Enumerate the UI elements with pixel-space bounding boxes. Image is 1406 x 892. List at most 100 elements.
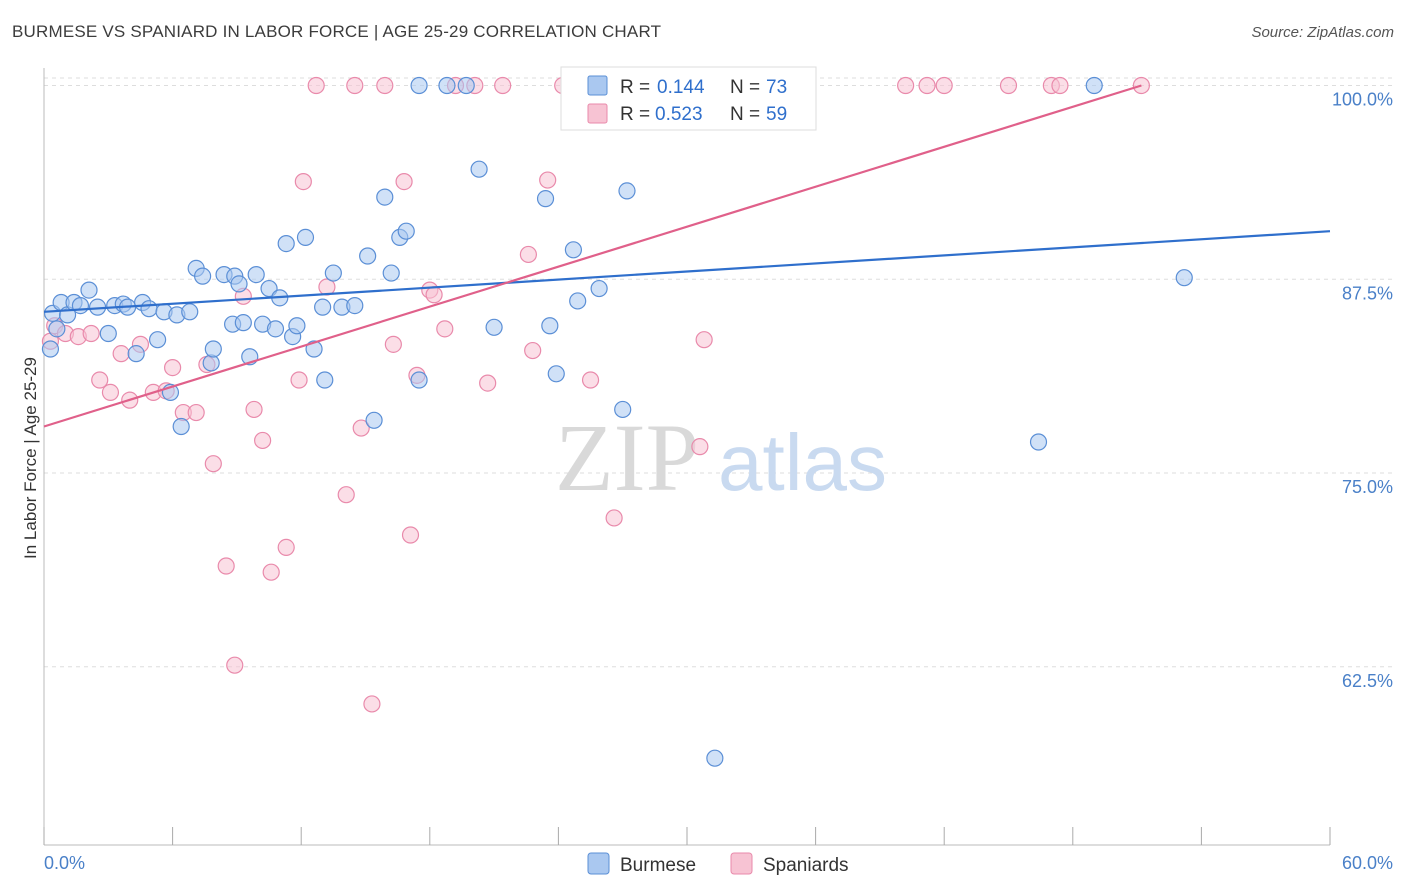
x-tick-label-0: 0.0% xyxy=(44,853,85,873)
series-legend-label-burmese: Burmese xyxy=(620,855,696,876)
spaniards-point-46 xyxy=(539,171,557,189)
burmese-point-43 xyxy=(316,371,334,389)
burmese-point-47 xyxy=(359,247,377,265)
burmese-point-71 xyxy=(1085,76,1103,95)
legend-r-label-burmese: R = xyxy=(620,77,650,98)
burmese-point-66 xyxy=(618,182,636,200)
spaniards-point-29 xyxy=(346,76,364,95)
burmese-point-61 xyxy=(547,365,565,383)
burmese-point-16 xyxy=(148,331,167,349)
legend-r-value-spaniards: 0.523 xyxy=(655,104,703,125)
chart-title: BURMESE VS SPANIARD IN LABOR FORCE | AGE… xyxy=(12,22,662,41)
burmese-point-62 xyxy=(564,241,583,259)
burmese-point-42 xyxy=(314,298,332,316)
burmese-point-68 xyxy=(706,749,724,767)
burmese-point-2 xyxy=(48,320,66,338)
spaniards-point-18 xyxy=(226,656,244,674)
burmese-point-50 xyxy=(382,264,400,282)
legend-swatch-spaniards xyxy=(587,103,608,124)
spaniards-point-12 xyxy=(164,359,182,377)
spaniards-point-24 xyxy=(290,371,308,389)
spaniards-point-53 xyxy=(918,76,936,95)
spaniards-point-31 xyxy=(363,695,381,713)
spaniards-point-56 xyxy=(1051,76,1069,95)
spaniards-point-38 xyxy=(425,286,443,304)
burmese-point-0 xyxy=(41,340,60,358)
spaniards-point-16 xyxy=(204,455,222,473)
burmese-point-13 xyxy=(127,345,145,363)
spaniards-point-33 xyxy=(384,335,402,353)
burmese-point-46 xyxy=(346,297,364,315)
axes xyxy=(43,68,1331,846)
burmese-point-54 xyxy=(410,76,428,95)
spaniards-point-54 xyxy=(999,76,1018,95)
y-tick-label-3: 100.0% xyxy=(1332,90,1393,110)
watermark-atlas: atlas xyxy=(718,418,887,507)
spaniards-point-51 xyxy=(695,331,713,349)
legend-n-label-burmese: N = xyxy=(730,77,760,98)
spaniards-point-21 xyxy=(254,431,272,450)
spaniards-point-7 xyxy=(112,345,130,363)
watermark: ZIP atlas xyxy=(555,404,887,511)
spaniards-point-22 xyxy=(262,563,280,581)
burmese-point-25 xyxy=(204,340,222,358)
spaniards-point-34 xyxy=(395,173,413,191)
spaniards-point-58 xyxy=(935,76,953,95)
y-tick-label-0: 62.5% xyxy=(1342,671,1393,691)
spaniards-point-5 xyxy=(91,371,109,389)
burmese-point-40 xyxy=(296,228,315,246)
burmese-point-64 xyxy=(590,279,608,298)
spaniards-point-26 xyxy=(307,76,325,95)
x-tick-labels: 0.0% 60.0% xyxy=(44,853,1393,873)
legend-r-label-spaniards: R = xyxy=(620,104,650,125)
spaniards-point-52 xyxy=(897,76,915,95)
burmese-point-41 xyxy=(305,340,323,358)
spaniards-point-30 xyxy=(352,419,370,437)
burmese-point-56 xyxy=(457,76,475,95)
burmese-point-58 xyxy=(485,318,503,336)
burmese-point-65 xyxy=(614,400,632,419)
burmese-point-63 xyxy=(569,292,587,310)
spaniards-point-39 xyxy=(436,320,454,338)
burmese-point-49 xyxy=(376,188,394,206)
spaniards-point-14 xyxy=(187,403,205,422)
legend-n-label-spaniards: N = xyxy=(730,104,760,125)
source-note: Source: ZipAtlas.com xyxy=(1251,24,1394,41)
spaniards-point-25 xyxy=(294,173,312,191)
watermark-zip: ZIP xyxy=(555,404,699,511)
spaniards-point-28 xyxy=(337,486,355,504)
burmese-point-53 xyxy=(410,371,428,389)
burmese-point-59 xyxy=(536,190,555,208)
series-spaniards-points xyxy=(41,76,1150,713)
burmese-point-30 xyxy=(234,314,252,332)
y-tick-labels: 62.5% 75.0% 87.5% 100.0% xyxy=(1332,90,1393,691)
burmese-point-29 xyxy=(230,275,248,293)
spaniards-point-4 xyxy=(82,324,100,343)
gridlines xyxy=(44,77,1395,668)
spaniards-point-23 xyxy=(277,538,295,557)
legend-n-value-burmese: 73 xyxy=(766,77,787,98)
burmese-point-15 xyxy=(140,300,158,318)
burmese-point-57 xyxy=(470,160,488,178)
burmese-point-69 xyxy=(1029,433,1048,451)
burmese-point-24 xyxy=(202,354,220,372)
series-legend: Burmese Spaniards xyxy=(587,852,849,876)
spaniards-point-17 xyxy=(217,557,235,575)
burmese-point-37 xyxy=(277,235,295,253)
burmese-point-48 xyxy=(365,411,383,429)
legend-swatch-burmese xyxy=(587,75,608,96)
spaniards-point-35 xyxy=(401,526,420,544)
series-legend-swatch-spaniards xyxy=(730,852,753,875)
burmese-point-39 xyxy=(288,317,306,335)
y-tick-label-2: 87.5% xyxy=(1342,283,1393,303)
burmese-point-52 xyxy=(397,222,415,240)
burmese-point-23 xyxy=(194,267,212,285)
spaniards-point-6 xyxy=(101,383,120,401)
spaniards-point-48 xyxy=(581,371,600,389)
burmese-point-7 xyxy=(80,281,98,299)
spaniards-point-44 xyxy=(519,245,537,264)
spaniards-point-45 xyxy=(524,341,542,360)
spaniards-point-43 xyxy=(494,76,512,95)
burmese-point-60 xyxy=(541,317,559,335)
burmese-point-55 xyxy=(438,76,456,95)
